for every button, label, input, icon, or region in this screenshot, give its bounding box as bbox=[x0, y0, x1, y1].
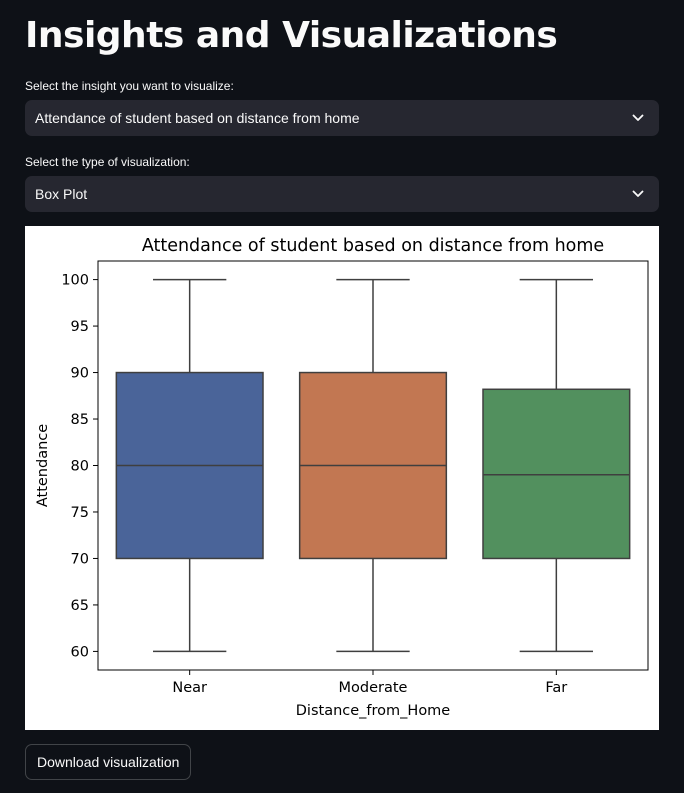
box-far bbox=[482, 388, 631, 560]
viz-select-label: Select the type of visualization: bbox=[25, 155, 190, 169]
viz-type-select[interactable]: Box Plot bbox=[25, 176, 659, 212]
y-tick-label: 85 bbox=[71, 412, 89, 428]
insight-select[interactable]: Attendance of student based on distance … bbox=[25, 100, 659, 136]
page-title: Insights and Visualizations bbox=[25, 15, 558, 56]
y-tick-label: 65 bbox=[71, 598, 89, 614]
y-tick-label: 70 bbox=[71, 551, 89, 567]
y-tick-label: 95 bbox=[71, 319, 89, 335]
y-tick-label: 80 bbox=[71, 459, 89, 475]
chart-title: Attendance of student based on distance … bbox=[142, 236, 604, 256]
chevron-down-icon bbox=[631, 187, 645, 201]
y-tick-label: 75 bbox=[71, 505, 89, 521]
x-axis-label: Distance_from_Home bbox=[296, 703, 451, 719]
viz-select-value: Box Plot bbox=[35, 186, 88, 202]
y-tick-label: 100 bbox=[61, 273, 89, 289]
x-tick-label: Moderate bbox=[339, 680, 408, 696]
insight-select-value: Attendance of student based on distance … bbox=[35, 110, 360, 126]
y-axis-label: Attendance bbox=[35, 424, 51, 507]
box-plot-chart: Attendance of student based on distance … bbox=[25, 226, 659, 730]
chart-canvas: Attendance of student based on distance … bbox=[35, 236, 649, 719]
x-tick-label: Far bbox=[545, 680, 567, 696]
insight-select-label: Select the insight you want to visualize… bbox=[25, 79, 234, 93]
y-tick-label: 90 bbox=[71, 366, 89, 382]
chevron-down-icon bbox=[631, 111, 645, 125]
download-visualization-button[interactable]: Download visualization bbox=[25, 744, 192, 780]
y-tick-label: 60 bbox=[71, 644, 89, 660]
x-tick-label: Near bbox=[172, 680, 207, 696]
